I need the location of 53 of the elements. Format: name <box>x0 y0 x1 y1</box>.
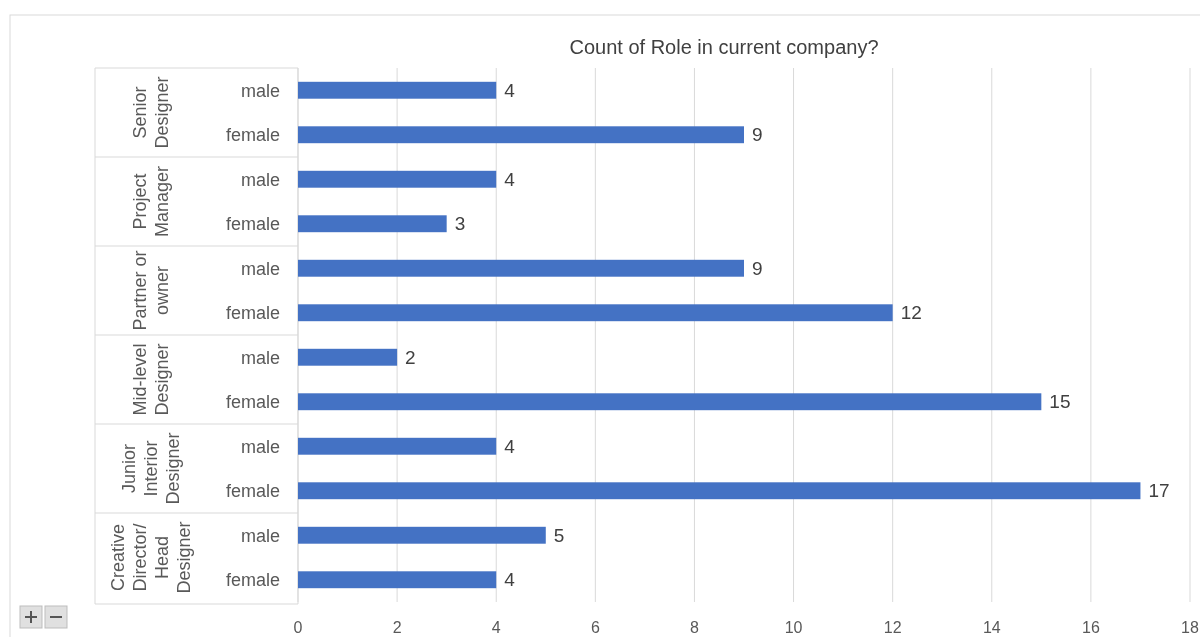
bar <box>298 571 497 589</box>
x-tick-label: 0 <box>293 619 303 636</box>
x-tick-label: 16 <box>1081 619 1100 636</box>
x-tick-label: 12 <box>883 619 902 636</box>
y-tick-label: female <box>225 570 280 591</box>
data-label: 4 <box>504 79 516 101</box>
x-tick-label: 4 <box>491 619 501 636</box>
chart-title: Count of Role in current company? <box>569 36 879 58</box>
bar <box>298 304 893 322</box>
text: Project Manager <box>130 165 172 238</box>
text: Creative Director/ Head Designer <box>108 521 194 594</box>
x-tick-label: 10 <box>784 619 803 636</box>
bar <box>298 81 497 99</box>
data-label: 12 <box>900 302 922 324</box>
y-tick-label: female <box>225 214 280 235</box>
x-tick-label: 6 <box>590 619 600 636</box>
bar <box>298 348 398 366</box>
y-tick-label: female <box>225 125 280 146</box>
y-tick-label: female <box>225 392 280 413</box>
bar <box>298 526 546 544</box>
x-tick-label: 8 <box>689 619 699 636</box>
bar <box>298 170 497 188</box>
y-tick-label: female <box>225 303 280 324</box>
data-label: 17 <box>1148 480 1170 502</box>
data-label: 4 <box>504 168 516 190</box>
data-label: 15 <box>1049 391 1071 413</box>
data-label: 9 <box>752 124 763 146</box>
data-label: 4 <box>504 569 516 591</box>
data-label: 2 <box>405 346 416 368</box>
data-label: 4 <box>504 435 516 457</box>
y-tick-label: male <box>240 80 280 101</box>
x-tick-label: 14 <box>982 619 1001 636</box>
text: Mid-level Designer <box>130 343 172 416</box>
bar <box>298 126 744 144</box>
y-tick-label: male <box>240 347 280 368</box>
text: Senior Designer <box>130 76 172 149</box>
bar <box>298 393 1042 411</box>
x-tick-label: 18 <box>1181 619 1199 636</box>
y-tick-label: male <box>240 436 280 457</box>
data-label: 3 <box>454 213 466 235</box>
bar <box>298 259 744 277</box>
data-label: 5 <box>553 524 565 546</box>
y-tick-label: male <box>240 525 280 546</box>
bar <box>298 215 447 233</box>
text: Junior Interior Designer <box>119 432 183 505</box>
y-tick-label: male <box>240 258 280 279</box>
data-label: 9 <box>752 257 763 279</box>
x-tick-label: 2 <box>392 619 402 636</box>
text: Partner or owner <box>130 250 172 331</box>
bar <box>298 482 1141 500</box>
y-tick-label: female <box>225 481 280 502</box>
bar <box>298 437 497 455</box>
y-tick-label: male <box>240 169 280 190</box>
